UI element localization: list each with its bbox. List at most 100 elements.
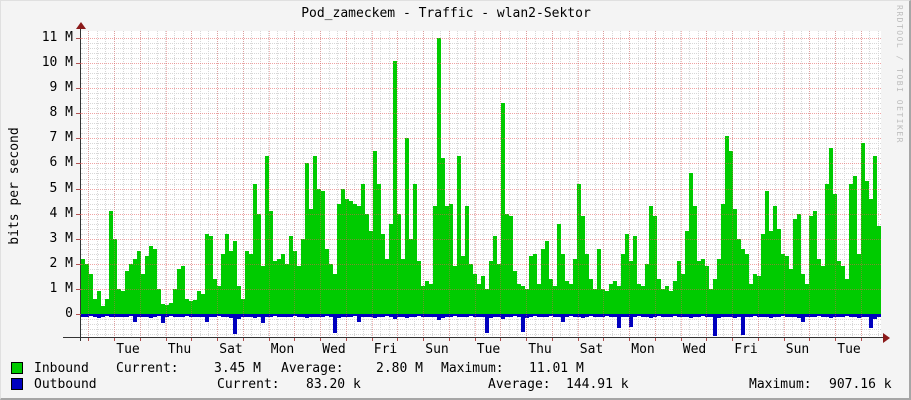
x-tick-label: Sun: [785, 342, 810, 357]
grid-minor-v: [388, 31, 390, 338]
outbound-bar: [437, 314, 441, 321]
grid-minor-v: [483, 31, 485, 338]
inbound-bar: [657, 278, 661, 314]
x-axis-tick: [629, 338, 630, 341]
outbound-bar: [85, 314, 89, 317]
inbound-bar: [341, 188, 345, 314]
outbound-bar: [277, 314, 281, 317]
outbound-bar: [505, 314, 509, 317]
inbound-bar: [285, 263, 289, 314]
outbound-bar: [321, 314, 325, 317]
inbound-bar: [721, 203, 725, 314]
outbound-bar: [661, 314, 665, 317]
inbound-bar: [233, 241, 237, 314]
inbound-bar: [613, 281, 617, 314]
grid-minor-v: [706, 31, 708, 338]
inbound-bar: [573, 258, 577, 314]
inbound-bar: [813, 211, 817, 314]
outbound-bar: [245, 314, 249, 317]
inbound-bar: [761, 233, 765, 314]
inbound-bar: [521, 286, 525, 314]
outbound-bar: [693, 314, 697, 317]
inbound-bar: [769, 231, 773, 314]
inbound-bar: [785, 256, 789, 314]
y-axis-tick: [76, 113, 81, 115]
inbound-bar: [781, 253, 785, 314]
outbound-bar: [189, 314, 193, 317]
inbound-bar: [869, 198, 873, 314]
outbound-bar: [197, 314, 201, 317]
grid-minor-h: [81, 58, 881, 60]
grid-minor-h: [81, 268, 881, 270]
inbound-bar: [361, 183, 365, 314]
grid-minor-h: [81, 233, 881, 235]
outbound-bar: [481, 314, 485, 317]
outbound-bar: [105, 314, 109, 316]
inbound-bar: [237, 286, 241, 314]
inbound-bar: [653, 216, 657, 314]
grid-minor-h: [81, 178, 881, 180]
outbound-bar: [409, 314, 413, 317]
inbound-bar: [493, 236, 497, 314]
outbound-bar: [621, 314, 625, 317]
inbound-bar: [189, 301, 193, 314]
outbound-bar: [153, 314, 157, 317]
inbound-bar: [405, 138, 409, 314]
inbound-bar: [709, 288, 713, 314]
x-axis-tick: [268, 338, 270, 341]
outbound-current-value: 83.20 k: [306, 377, 361, 392]
outbound-bar: [257, 314, 261, 317]
outbound-average-label: Average:: [488, 377, 551, 392]
grid-minor-v: [500, 31, 502, 338]
y-tick-label: 6 M: [49, 155, 73, 171]
inbound-bar: [329, 263, 333, 314]
outbound-bar: [585, 314, 589, 317]
outbound-bar: [357, 314, 361, 322]
grid-minor-v: [740, 31, 742, 338]
inbound-bar: [297, 266, 301, 314]
grid-minor-h: [81, 43, 881, 45]
inbound-bar: [841, 266, 845, 314]
grid-minor-h: [81, 223, 881, 225]
outbound-bar: [309, 314, 313, 317]
outbound-bar: [729, 314, 733, 317]
outbound-bar: [569, 314, 573, 316]
inbound-bar: [277, 258, 281, 314]
outbound-bar: [781, 314, 785, 316]
outbound-bar: [725, 314, 729, 317]
grid-minor-h: [81, 218, 881, 220]
outbound-bar: [241, 314, 245, 317]
inbound-bar: [325, 248, 329, 314]
grid-minor-v: [809, 31, 811, 338]
outbound-bar: [205, 314, 209, 322]
outbound-bar: [253, 314, 257, 318]
grid-minor-v: [328, 31, 330, 338]
outbound-bar: [865, 314, 869, 317]
inbound-bar: [753, 273, 757, 314]
outbound-bar: [361, 314, 365, 317]
outbound-bar: [737, 314, 741, 317]
outbound-bar: [401, 314, 405, 317]
outbound-bar: [645, 314, 649, 317]
outbound-bar: [841, 314, 845, 317]
outbound-bar: [501, 314, 505, 319]
inbound-bar: [365, 213, 369, 314]
y-axis-arrow: [76, 22, 86, 29]
outbound-bar: [157, 314, 161, 316]
grid-minor-v: [199, 31, 201, 338]
outbound-bar: [809, 314, 813, 317]
outbound-bar: [93, 314, 97, 317]
outbound-bar: [673, 314, 677, 316]
inbound-bar: [645, 263, 649, 314]
outbound-bar: [637, 314, 641, 316]
outbound-bar: [217, 314, 221, 316]
x-axis-tick: [783, 338, 785, 341]
grid-minor-v: [800, 31, 802, 338]
inbound-bar: [609, 283, 613, 314]
outbound-bar: [769, 314, 773, 318]
x-axis-arrow: [883, 333, 890, 343]
grid-minor-v: [817, 31, 819, 338]
outbound-bar: [173, 314, 177, 317]
y-tick-label: 7 M: [49, 130, 73, 146]
inbound-bar: [381, 233, 385, 314]
